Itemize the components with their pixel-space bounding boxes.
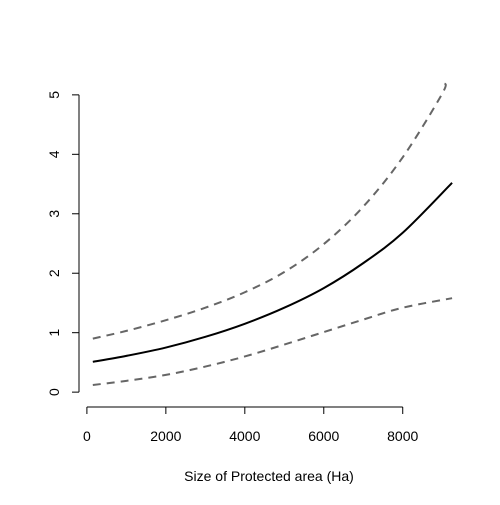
fitted-line bbox=[93, 183, 452, 362]
x-tick-label: 4000 bbox=[229, 428, 260, 444]
confidence-band-line bbox=[93, 83, 446, 339]
y-tick-label: 5 bbox=[46, 91, 62, 99]
axes: 0 2000 4000 6000 8000 0 1 2 3 4 5 bbox=[46, 91, 419, 444]
series-layer bbox=[93, 83, 452, 385]
y-tick-label: 4 bbox=[46, 150, 62, 158]
y-tick-label: 1 bbox=[46, 329, 62, 337]
y-tick-label: 2 bbox=[46, 269, 62, 277]
y-tick-label: 0 bbox=[46, 388, 62, 396]
x-tick-label: 0 bbox=[83, 428, 91, 444]
x-tick-label: 2000 bbox=[150, 428, 181, 444]
y-tick-label: 3 bbox=[46, 210, 62, 218]
x-tick-label: 8000 bbox=[387, 428, 418, 444]
confidence-band-line bbox=[93, 298, 452, 385]
x-axis-title: Size of Protected area (Ha) bbox=[184, 468, 354, 484]
x-tick-label: 6000 bbox=[308, 428, 339, 444]
